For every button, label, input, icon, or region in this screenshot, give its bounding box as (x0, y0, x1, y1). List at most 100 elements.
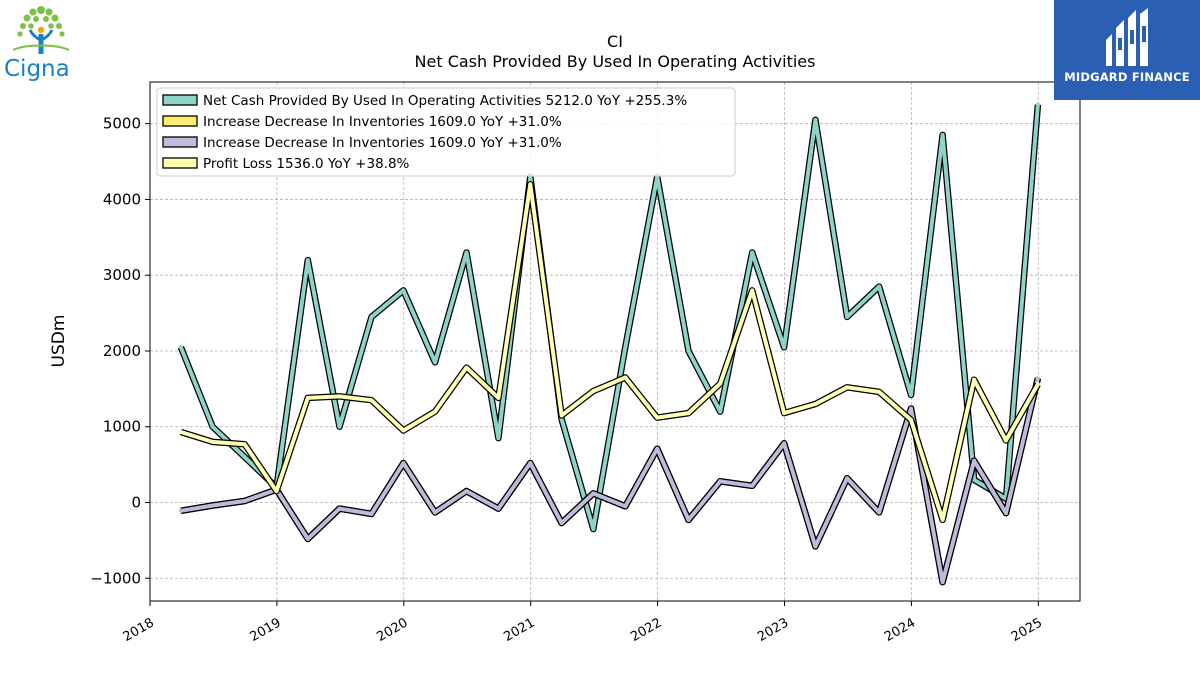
data-point (242, 499, 247, 503)
data-point (623, 504, 628, 509)
data-point (337, 394, 342, 399)
data-point (1035, 376, 1040, 381)
cigna-logo: Cigna (0, 0, 90, 95)
cigna-wordmark: Cigna (4, 56, 70, 82)
data-point (337, 506, 342, 511)
data-point (1035, 102, 1040, 107)
series-2 (178, 376, 1042, 586)
legend-label: Increase Decrease In Inventories 1609.0 … (203, 114, 562, 130)
data-point (877, 284, 882, 289)
data-point (782, 345, 787, 350)
data-point (178, 430, 183, 434)
plot-area (149, 81, 1081, 602)
x-tick-label: 2019 (248, 615, 284, 645)
data-point (1035, 382, 1040, 387)
data-point (496, 506, 501, 511)
data-point (877, 510, 882, 515)
data-point (305, 395, 310, 400)
y-tick-label: 3000 (103, 266, 141, 284)
data-point (972, 458, 977, 463)
data-point (496, 395, 501, 400)
data-point (591, 527, 596, 531)
data-point (845, 314, 850, 319)
data-point (528, 182, 533, 187)
data-point (242, 455, 247, 459)
data-point (813, 402, 818, 406)
data-point (940, 517, 945, 522)
data-point (591, 389, 596, 394)
data-point (877, 389, 882, 394)
x-tick-label: 2018 (121, 615, 157, 645)
axis-ticks: −1000 0 1000 2000 3000 4000 5000 2018 2019 2020 20… (90, 115, 1045, 645)
chart-subtitle: Net Cash Provided By Used In Operating A… (415, 52, 816, 71)
data-point (940, 133, 945, 137)
data-point (210, 503, 215, 508)
series-line (180, 182, 1040, 522)
data-point (623, 345, 628, 350)
data-point (433, 409, 437, 414)
legend-swatch (162, 157, 198, 169)
series-line-outline (179, 181, 1041, 524)
data-point (210, 439, 215, 444)
data-point (718, 409, 723, 414)
data-point (559, 521, 564, 525)
data-point (369, 314, 374, 319)
data-point (686, 411, 691, 416)
legend-swatch (162, 136, 198, 148)
data-point (528, 461, 533, 466)
data-point (401, 288, 406, 293)
data-point (1004, 511, 1008, 516)
data-point (337, 424, 342, 429)
data-point (686, 349, 691, 353)
y-tick-label: 4000 (103, 190, 141, 208)
data-point (178, 345, 183, 350)
y-axis-label: USDm (49, 315, 69, 368)
tree-person-icon (12, 6, 70, 54)
data-point (750, 483, 755, 488)
data-point (559, 413, 564, 418)
x-tick-label: 2024 (882, 615, 918, 645)
data-point (972, 477, 977, 482)
data-point (972, 377, 977, 382)
legend-label: Profit Loss 1536.0 YoY +38.8% (203, 156, 410, 172)
x-tick-label: 2023 (755, 615, 791, 645)
data-point (845, 385, 850, 390)
data-point (909, 406, 913, 411)
data-point (845, 476, 850, 481)
data-point (782, 411, 787, 416)
data-point (623, 375, 628, 380)
building-bars-icon (1106, 8, 1148, 66)
midgard-finance-logo: MIDGARD FINANCE (1054, 0, 1200, 100)
data-point (369, 511, 374, 516)
series-group (177, 102, 1042, 586)
series-3 (178, 181, 1041, 524)
data-point (718, 479, 723, 484)
data-point (909, 417, 913, 422)
data-point (750, 250, 755, 255)
legend-swatch (162, 94, 198, 106)
data-point (305, 258, 310, 263)
data-point (401, 428, 406, 433)
data-point (750, 288, 755, 293)
data-point (686, 517, 691, 522)
data-point (401, 461, 406, 466)
data-point (210, 424, 215, 429)
x-tick-label: 2025 (1009, 615, 1045, 645)
x-tick-label: 2020 (374, 615, 410, 645)
y-tick-label: 5000 (103, 115, 141, 133)
data-point (813, 117, 818, 122)
data-point (940, 580, 945, 585)
series-0 (177, 102, 1042, 533)
chart-title: CI (607, 32, 623, 51)
data-point (433, 360, 437, 365)
legend-swatch (162, 115, 198, 127)
x-tick-label: 2022 (628, 615, 664, 645)
data-point (369, 398, 374, 403)
y-tick-label: 1000 (103, 418, 141, 436)
brand-name: MIDGARD FINANCE (1064, 70, 1190, 84)
data-point (464, 365, 469, 370)
data-point (274, 489, 279, 494)
data-point (305, 536, 310, 541)
y-tick-label: 2000 (103, 342, 141, 360)
legend-label: Net Cash Provided By Used In Operating A… (203, 93, 687, 109)
